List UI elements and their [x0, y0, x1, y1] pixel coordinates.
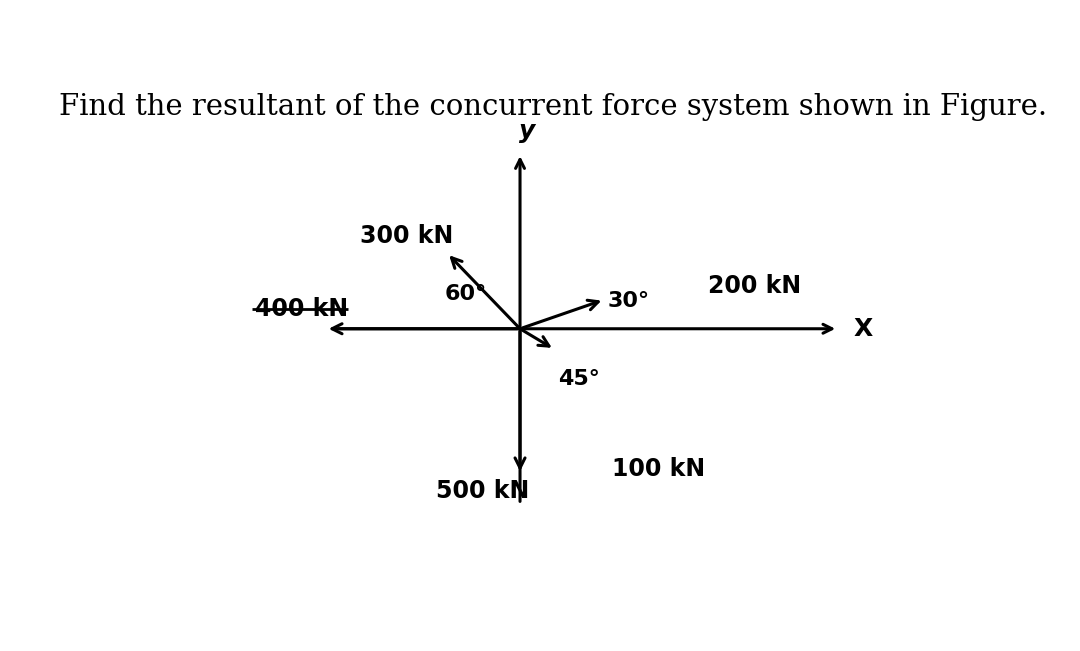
- Text: 200 kN: 200 kN: [708, 274, 801, 298]
- Text: X: X: [853, 317, 873, 340]
- Text: 45°: 45°: [557, 369, 599, 389]
- Text: 30°: 30°: [608, 291, 650, 311]
- Text: 100 kN: 100 kN: [611, 456, 704, 480]
- Text: 300 kN: 300 kN: [361, 224, 454, 248]
- Text: 60°: 60°: [445, 284, 487, 303]
- Text: Find the resultant of the concurrent force system shown in Figure.: Find the resultant of the concurrent for…: [59, 93, 1048, 121]
- Text: y: y: [518, 119, 535, 143]
- Text: 500 kN: 500 kN: [435, 479, 529, 503]
- Text: 400 kN: 400 kN: [255, 297, 349, 321]
